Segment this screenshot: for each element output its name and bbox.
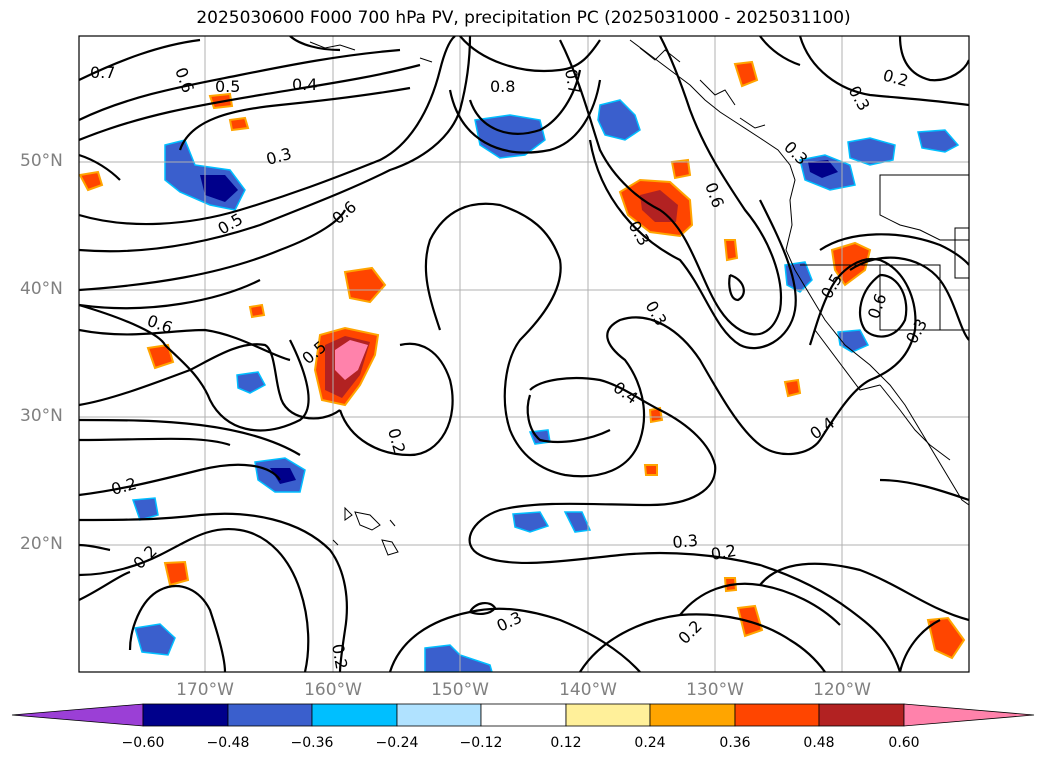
precip-negative-core	[270, 468, 296, 484]
lat-label: 30°N	[20, 406, 63, 426]
contour-label: 0.7	[90, 63, 115, 82]
lon-label: 150°W	[431, 680, 489, 700]
map-title: 2025030600 F000 700 hPa PV, precipitatio…	[196, 8, 851, 28]
precip-positive-core	[640, 190, 678, 222]
precip-positive-region	[79, 170, 104, 192]
precip-positive-region	[723, 239, 739, 262]
lat-label: 20°N	[20, 534, 63, 554]
colorbar-segment	[565, 703, 651, 727]
contour-label: 0.3	[672, 531, 699, 552]
lon-label: 170°W	[176, 680, 234, 700]
colorbar-tick-label: 0.12	[550, 735, 582, 751]
contour-label: 0.2	[328, 642, 351, 670]
precip-positive-region	[163, 560, 190, 587]
precip-negative-region	[424, 644, 493, 672]
precip-negative-region	[597, 99, 641, 141]
precip-negative-core	[808, 160, 838, 178]
lon-label: 130°W	[686, 680, 744, 700]
colorbar-tick-label: −0.60	[121, 735, 165, 751]
colorbar-segment	[649, 703, 736, 727]
colorbar-segment	[142, 703, 229, 727]
coastlines	[309, 39, 969, 556]
precip-positive-peak	[335, 340, 368, 380]
precip-negative-region	[134, 623, 176, 656]
pv-contours	[79, 36, 969, 672]
lon-label: 160°W	[304, 680, 362, 700]
colorbar-tick-label: −0.48	[206, 735, 250, 751]
precip-negative-region	[784, 261, 813, 293]
precip-positive-region	[643, 464, 658, 476]
colorbar-segment	[734, 703, 820, 727]
precip-positive-region	[783, 378, 802, 398]
contour-label: 0.4	[292, 75, 317, 94]
colorbar-tick-label: 0.24	[634, 735, 666, 751]
colorbar-tick-label: 0.36	[719, 735, 751, 751]
precip-negative-region	[131, 497, 159, 521]
precip-negative-region	[563, 511, 592, 533]
lat-label: 40°N	[20, 279, 63, 299]
colorbar-segment	[818, 703, 905, 727]
precip-positive-region	[248, 303, 266, 319]
colorbar-tick-label: −0.36	[290, 735, 334, 751]
precip-positive-region	[670, 158, 692, 180]
lon-label: 140°W	[559, 680, 617, 700]
precip-positive-region	[146, 343, 175, 370]
precip-negative-region	[236, 371, 267, 394]
precip-negative-region	[847, 137, 896, 166]
contour-label: 0.7	[561, 67, 584, 95]
precip-positive-region	[343, 266, 387, 304]
precip-negative-region	[837, 329, 870, 353]
colorbar-segment	[311, 703, 398, 727]
colorbar-tick-label: 0.48	[803, 735, 835, 751]
precipitation-shading	[79, 60, 966, 672]
lat-label: 50°N	[20, 151, 63, 171]
precip-negative-region	[917, 129, 960, 153]
precip-positive-region	[228, 116, 250, 132]
colorbar-segment	[903, 703, 1035, 727]
precip-negative-core	[200, 175, 238, 202]
precip-positive-region	[733, 60, 759, 88]
colorbar-tick-label: −0.24	[375, 735, 419, 751]
contour-label: 0.5	[215, 77, 240, 96]
contour-label: 0.8	[490, 77, 515, 96]
contour-label: 0.2	[709, 541, 737, 564]
colorbar-segment	[11, 703, 144, 727]
colorbar	[11, 703, 1035, 727]
precip-positive-region	[926, 616, 966, 660]
colorbar-tick-label: 0.60	[888, 735, 920, 751]
colorbar-segment	[480, 703, 567, 727]
colorbar-segment	[396, 703, 482, 727]
map-frame	[78, 35, 970, 673]
colorbar-tick-label: −0.12	[459, 735, 503, 751]
lon-label: 120°W	[813, 680, 871, 700]
map-plot-area	[79, 36, 969, 672]
precip-negative-region	[512, 511, 550, 533]
gridlines	[79, 36, 969, 672]
colorbar-segment	[227, 703, 313, 727]
